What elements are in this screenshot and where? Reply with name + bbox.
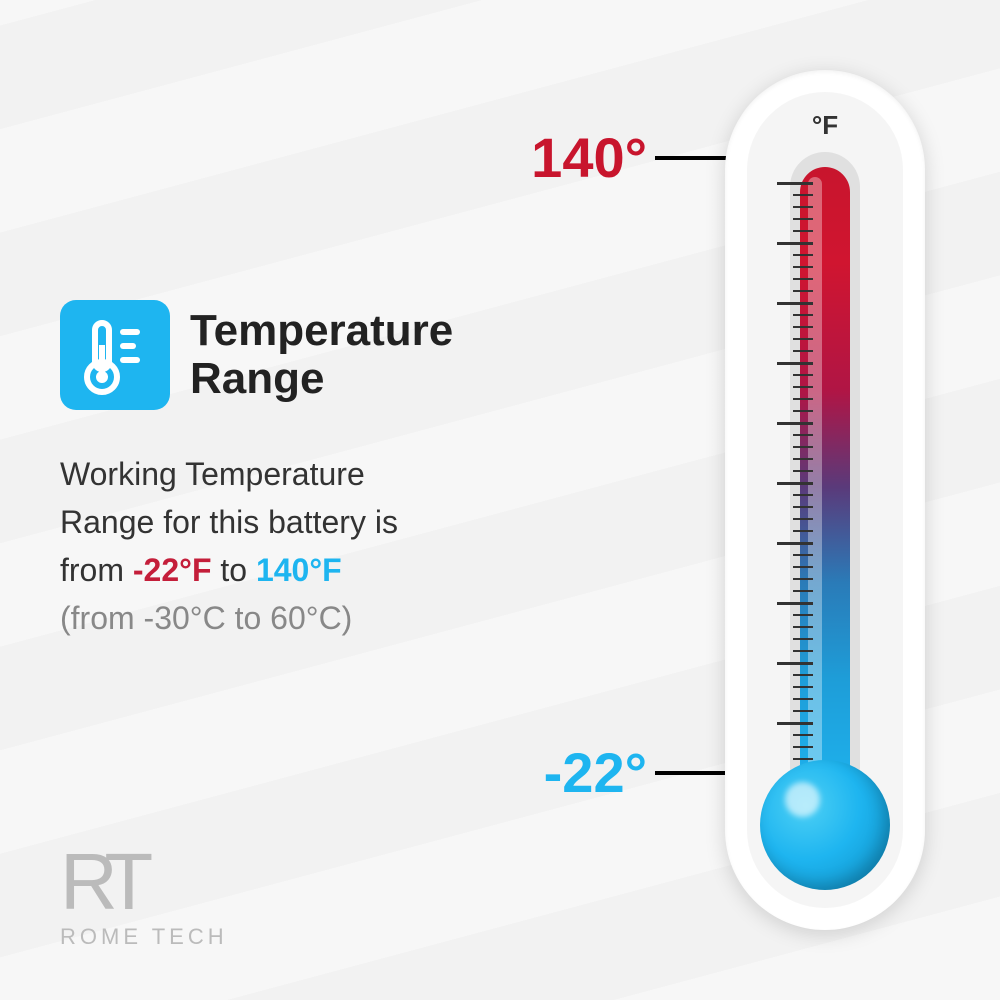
desc-line1: Working Temperature	[60, 450, 560, 498]
tick-mark	[793, 410, 813, 412]
tick-mark	[777, 182, 813, 185]
tick-mark	[793, 434, 813, 436]
tick-mark	[793, 674, 813, 676]
tick-mark	[793, 290, 813, 292]
tick-marks	[777, 182, 813, 782]
temp-low-inline: -22°F	[133, 552, 212, 588]
tick-mark	[793, 590, 813, 592]
thermometer-bulb	[760, 760, 890, 890]
tick-mark	[793, 326, 813, 328]
tick-mark	[793, 398, 813, 400]
brand-logo: RT ROME TECH	[60, 846, 228, 950]
tick-mark	[793, 350, 813, 352]
tick-mark	[793, 686, 813, 688]
title: Temperature Range	[190, 307, 453, 404]
tick-mark	[793, 470, 813, 472]
tick-mark	[793, 614, 813, 616]
unit-label: °F	[812, 110, 838, 141]
tick-mark	[793, 734, 813, 736]
tick-mark	[793, 578, 813, 580]
tick-mark	[793, 530, 813, 532]
title-line2: Range	[190, 355, 453, 403]
thermometer: °F	[710, 70, 940, 950]
thermometer-body: °F	[725, 70, 925, 930]
tick-mark	[777, 482, 813, 485]
tick-mark	[793, 374, 813, 376]
description: Working Temperature Range for this batte…	[60, 450, 560, 642]
text-section: Temperature Range Working Temperature Ra…	[60, 300, 560, 642]
thermometer-icon-box	[60, 300, 170, 410]
tick-mark	[777, 602, 813, 605]
tick-mark	[793, 710, 813, 712]
logo-name: ROME TECH	[60, 924, 228, 950]
tick-mark	[777, 542, 813, 545]
content-container: Temperature Range Working Temperature Ra…	[0, 0, 1000, 1000]
tick-mark	[777, 362, 813, 365]
title-line1: Temperature	[190, 307, 453, 355]
desc-line2: Range for this battery is	[60, 498, 560, 546]
tick-mark	[793, 746, 813, 748]
tick-mark	[793, 638, 813, 640]
tick-mark	[793, 650, 813, 652]
high-temp-value: 140°	[531, 125, 647, 190]
tick-mark	[777, 242, 813, 245]
celsius-line: (from -30°C to 60°C)	[60, 594, 560, 642]
tick-mark	[793, 458, 813, 460]
tick-mark	[777, 662, 813, 665]
tick-mark	[793, 494, 813, 496]
thermometer-icon	[80, 315, 150, 395]
tick-mark	[793, 206, 813, 208]
tick-mark	[793, 314, 813, 316]
tick-mark	[793, 386, 813, 388]
tick-mark	[793, 254, 813, 256]
tick-mark	[793, 218, 813, 220]
tick-mark	[793, 266, 813, 268]
tick-mark	[793, 566, 813, 568]
tick-mark	[793, 698, 813, 700]
tick-mark	[793, 194, 813, 196]
tick-mark	[777, 302, 813, 305]
tick-mark	[793, 758, 813, 760]
thermometer-inner: °F	[747, 92, 903, 908]
tick-mark	[793, 278, 813, 280]
tick-mark	[777, 422, 813, 425]
title-row: Temperature Range	[60, 300, 560, 410]
tick-mark	[793, 518, 813, 520]
desc-line3: from -22°F to 140°F	[60, 546, 560, 594]
tick-mark	[793, 446, 813, 448]
temp-high-inline: 140°F	[256, 552, 342, 588]
low-temp-value: -22°	[544, 740, 647, 805]
tick-mark	[793, 338, 813, 340]
tick-mark	[793, 554, 813, 556]
tick-mark	[793, 506, 813, 508]
tick-mark	[793, 230, 813, 232]
tick-mark	[793, 626, 813, 628]
tick-mark	[777, 722, 813, 725]
logo-mark: RT	[60, 846, 228, 918]
